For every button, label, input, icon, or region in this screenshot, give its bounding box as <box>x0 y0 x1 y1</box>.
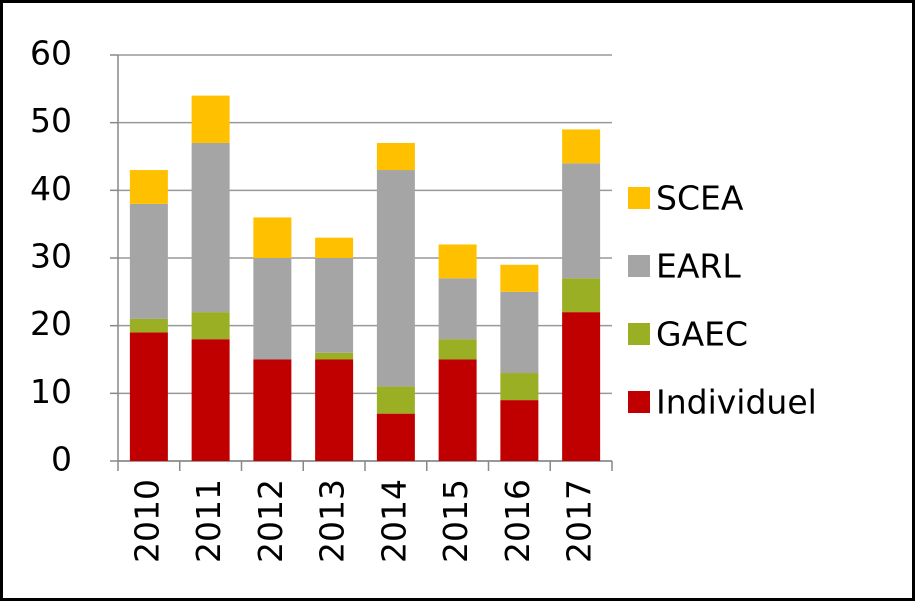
bar-segment <box>562 312 601 461</box>
bar-segment <box>438 359 477 461</box>
bar-segment <box>500 264 539 292</box>
x-tick-label: 2010 <box>127 479 166 563</box>
x-tick-label: 2017 <box>560 479 599 563</box>
bar-segment <box>562 129 601 164</box>
x-tick-label: 2016 <box>498 479 537 563</box>
bar-segment <box>191 312 230 340</box>
bar-segment <box>376 413 415 461</box>
bar-segment <box>129 203 168 319</box>
y-tick-label: 20 <box>30 304 72 343</box>
bar-segment <box>253 359 292 461</box>
y-tick-label: 10 <box>30 372 72 411</box>
bar-segment <box>129 170 168 204</box>
bar-segment <box>315 258 354 353</box>
y-tick-label: 60 <box>30 34 72 73</box>
legend-label: SCEA <box>656 179 744 218</box>
bar-segment <box>500 400 539 461</box>
bar-segment <box>438 278 477 340</box>
x-tick-label: 2011 <box>189 479 228 563</box>
bar-segment <box>500 373 539 401</box>
bar-segment <box>376 170 415 387</box>
legend-label: GAEC <box>656 315 748 354</box>
legend-swatch <box>628 391 650 413</box>
x-tick-label: 2012 <box>251 479 290 563</box>
bar-segment <box>315 237 354 258</box>
legend-label: Individuel <box>656 383 817 422</box>
bar-segment <box>562 163 601 279</box>
x-tick-label: 2015 <box>436 479 475 563</box>
bar-segment <box>253 258 292 360</box>
bar-segment <box>438 339 477 360</box>
x-tick-label: 2014 <box>374 479 413 563</box>
bar-segment <box>191 95 230 143</box>
x-tick-label: 2013 <box>313 479 352 563</box>
legend-swatch <box>628 323 650 345</box>
legend-swatch <box>628 187 650 209</box>
legend-swatch <box>628 255 650 277</box>
bar-segment <box>315 359 354 461</box>
y-tick-label: 30 <box>30 237 72 276</box>
bar-segment <box>562 278 601 313</box>
bar-segment <box>500 291 539 374</box>
bar-segment <box>191 339 230 461</box>
y-tick-label: 40 <box>30 169 72 208</box>
bar-segment <box>376 386 415 414</box>
bar-segment <box>129 318 168 333</box>
bar-segment <box>129 332 168 461</box>
bar-segment <box>376 142 415 171</box>
bar-segment <box>253 217 292 258</box>
bar-segment <box>438 244 477 279</box>
bar-segment <box>191 142 230 313</box>
bar-segment <box>315 352 354 360</box>
legend-label: EARL <box>656 247 741 286</box>
y-tick-label: 50 <box>30 101 72 140</box>
y-tick-label: 0 <box>51 440 72 479</box>
